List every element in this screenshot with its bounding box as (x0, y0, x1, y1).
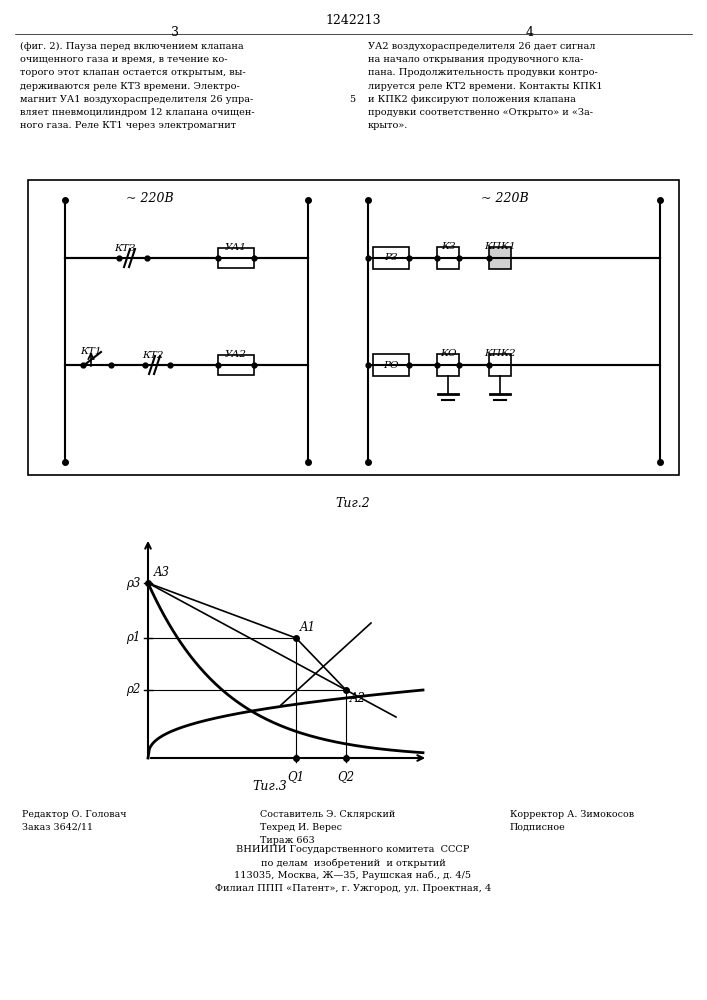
Text: Корректор А. Зимокосов: Корректор А. Зимокосов (510, 810, 634, 819)
Bar (373, 354, 409, 376)
Text: очищенного газа и время, в течение ко-: очищенного газа и время, в течение ко- (20, 55, 228, 64)
Text: ~ 220В: ~ 220В (481, 192, 529, 205)
Bar (218, 355, 254, 375)
Bar (489, 354, 511, 376)
Text: ВНИИПИ Государственного комитета  СССР: ВНИИПИ Государственного комитета СССР (236, 845, 469, 854)
Bar (489, 247, 511, 269)
Text: торого этот клапан остается открытым, вы-: торого этот клапан остается открытым, вы… (20, 68, 245, 77)
Text: Q2: Q2 (337, 770, 355, 783)
Bar (218, 248, 254, 268)
Bar (437, 354, 459, 376)
Text: 113035, Москва, Ж—35, Раушская наб., д. 4/5: 113035, Москва, Ж—35, Раушская наб., д. … (235, 871, 472, 880)
Text: ~ 220В: ~ 220В (126, 192, 174, 205)
Text: Τиг.3: Τиг.3 (252, 780, 287, 793)
Text: КТ1: КТ1 (81, 347, 102, 356)
Text: РО: РО (383, 360, 399, 369)
Text: Составитель Э. Склярский: Составитель Э. Склярский (260, 810, 395, 819)
Text: КПК2: КПК2 (484, 349, 516, 358)
Text: держиваются реле КТЗ времени. Электро-: держиваются реле КТЗ времени. Электро- (20, 82, 240, 91)
Text: Подписное: Подписное (510, 823, 566, 832)
Text: лируется реле КТ2 времени. Контакты КПК1: лируется реле КТ2 времени. Контакты КПК1 (368, 82, 602, 91)
Text: A3: A3 (154, 566, 170, 579)
Text: Q1: Q1 (288, 770, 305, 783)
Text: (фиг. 2). Пауза перед включением клапана: (фиг. 2). Пауза перед включением клапана (20, 42, 244, 51)
Text: магнит УА1 воздухораспределителя 26 упра-: магнит УА1 воздухораспределителя 26 упра… (20, 95, 253, 104)
Text: РЗ: РЗ (384, 253, 398, 262)
Text: КО: КО (440, 349, 456, 358)
Text: Техред И. Верес: Техред И. Верес (260, 823, 342, 832)
Text: Редактор О. Головач: Редактор О. Головач (22, 810, 127, 819)
Text: ρ3: ρ3 (126, 576, 140, 589)
Text: 5: 5 (349, 95, 355, 104)
Text: ρ2: ρ2 (126, 684, 140, 696)
Text: Филиал ППП «Патент», г. Ужгород, ул. Проектная, 4: Филиал ППП «Патент», г. Ужгород, ул. Про… (215, 884, 491, 893)
Text: КТЗ: КТЗ (115, 244, 136, 253)
Text: продувки соответственно «Открыто» и «За-: продувки соответственно «Открыто» и «За- (368, 108, 593, 117)
Text: по делам  изобретений  и открытий: по делам изобретений и открытий (261, 858, 445, 867)
Text: крыто».: крыто». (368, 121, 409, 130)
Text: ного газа. Реле КТ1 через электромагнит: ного газа. Реле КТ1 через электромагнит (20, 121, 236, 130)
Text: УА2: УА2 (225, 350, 247, 359)
Text: A2: A2 (350, 692, 366, 705)
Text: Заказ 3642/11: Заказ 3642/11 (22, 823, 93, 832)
Text: УА1: УА1 (225, 243, 247, 252)
Bar (28, 180, 679, 475)
Text: 3: 3 (171, 26, 179, 39)
Text: Тираж 663: Тираж 663 (260, 836, 315, 845)
Text: КПК1: КПК1 (484, 242, 516, 251)
Text: ρ1: ρ1 (126, 632, 140, 645)
Text: пана. Продолжительность продувки контро-: пана. Продолжительность продувки контро- (368, 68, 597, 77)
Text: УА2 воздухораспределителя 26 дает сигнал: УА2 воздухораспределителя 26 дает сигнал (368, 42, 595, 51)
Text: Τиг.2: Τиг.2 (336, 497, 370, 510)
Text: 1242213: 1242213 (325, 14, 381, 27)
Text: вляет пневмоцилиндром 12 клапана очищен-: вляет пневмоцилиндром 12 клапана очищен- (20, 108, 255, 117)
Text: КТ2: КТ2 (142, 351, 164, 360)
Bar (437, 247, 459, 269)
Text: КЗ: КЗ (440, 242, 455, 251)
Text: и КПК2 фиксируют положения клапана: и КПК2 фиксируют положения клапана (368, 95, 576, 104)
Text: 4: 4 (526, 26, 534, 39)
Bar (373, 247, 409, 269)
Text: на начало открывания продувочного кла-: на начало открывания продувочного кла- (368, 55, 583, 64)
Text: A1: A1 (300, 621, 316, 634)
